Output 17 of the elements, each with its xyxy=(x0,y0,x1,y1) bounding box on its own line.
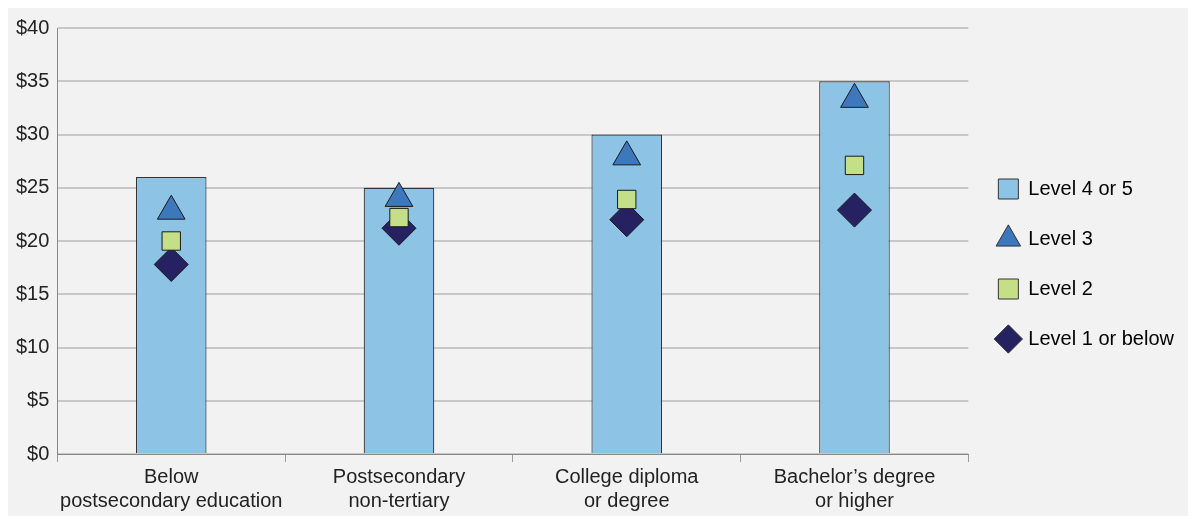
y-tick-label: $40 xyxy=(15,15,50,38)
y-tick-label: $15 xyxy=(15,281,50,304)
y-tick-label: $20 xyxy=(15,228,50,251)
y-tick-label: $10 xyxy=(15,335,50,358)
x-tick-label: Postsecondary non-tertiary xyxy=(332,464,466,511)
legend-label: Level 4 or 5 xyxy=(1028,176,1133,199)
y-tick-label: $25 xyxy=(15,175,50,198)
legend-label: Level 2 xyxy=(1028,276,1093,299)
y-tick-label: $35 xyxy=(15,68,50,91)
legend-label: Level 3 xyxy=(1028,226,1093,249)
x-tick-label: Below postsecondary education xyxy=(60,464,283,511)
x-tick-label: Bachelor’s degree or higher xyxy=(773,464,936,511)
y-tick-label: $0 xyxy=(27,441,50,464)
x-tick-label: College diploma or degree xyxy=(555,464,700,511)
y-tick-label: $5 xyxy=(27,388,50,411)
y-tick-label: $30 xyxy=(15,122,50,145)
legend-label: Level 1 or below xyxy=(1028,326,1175,349)
